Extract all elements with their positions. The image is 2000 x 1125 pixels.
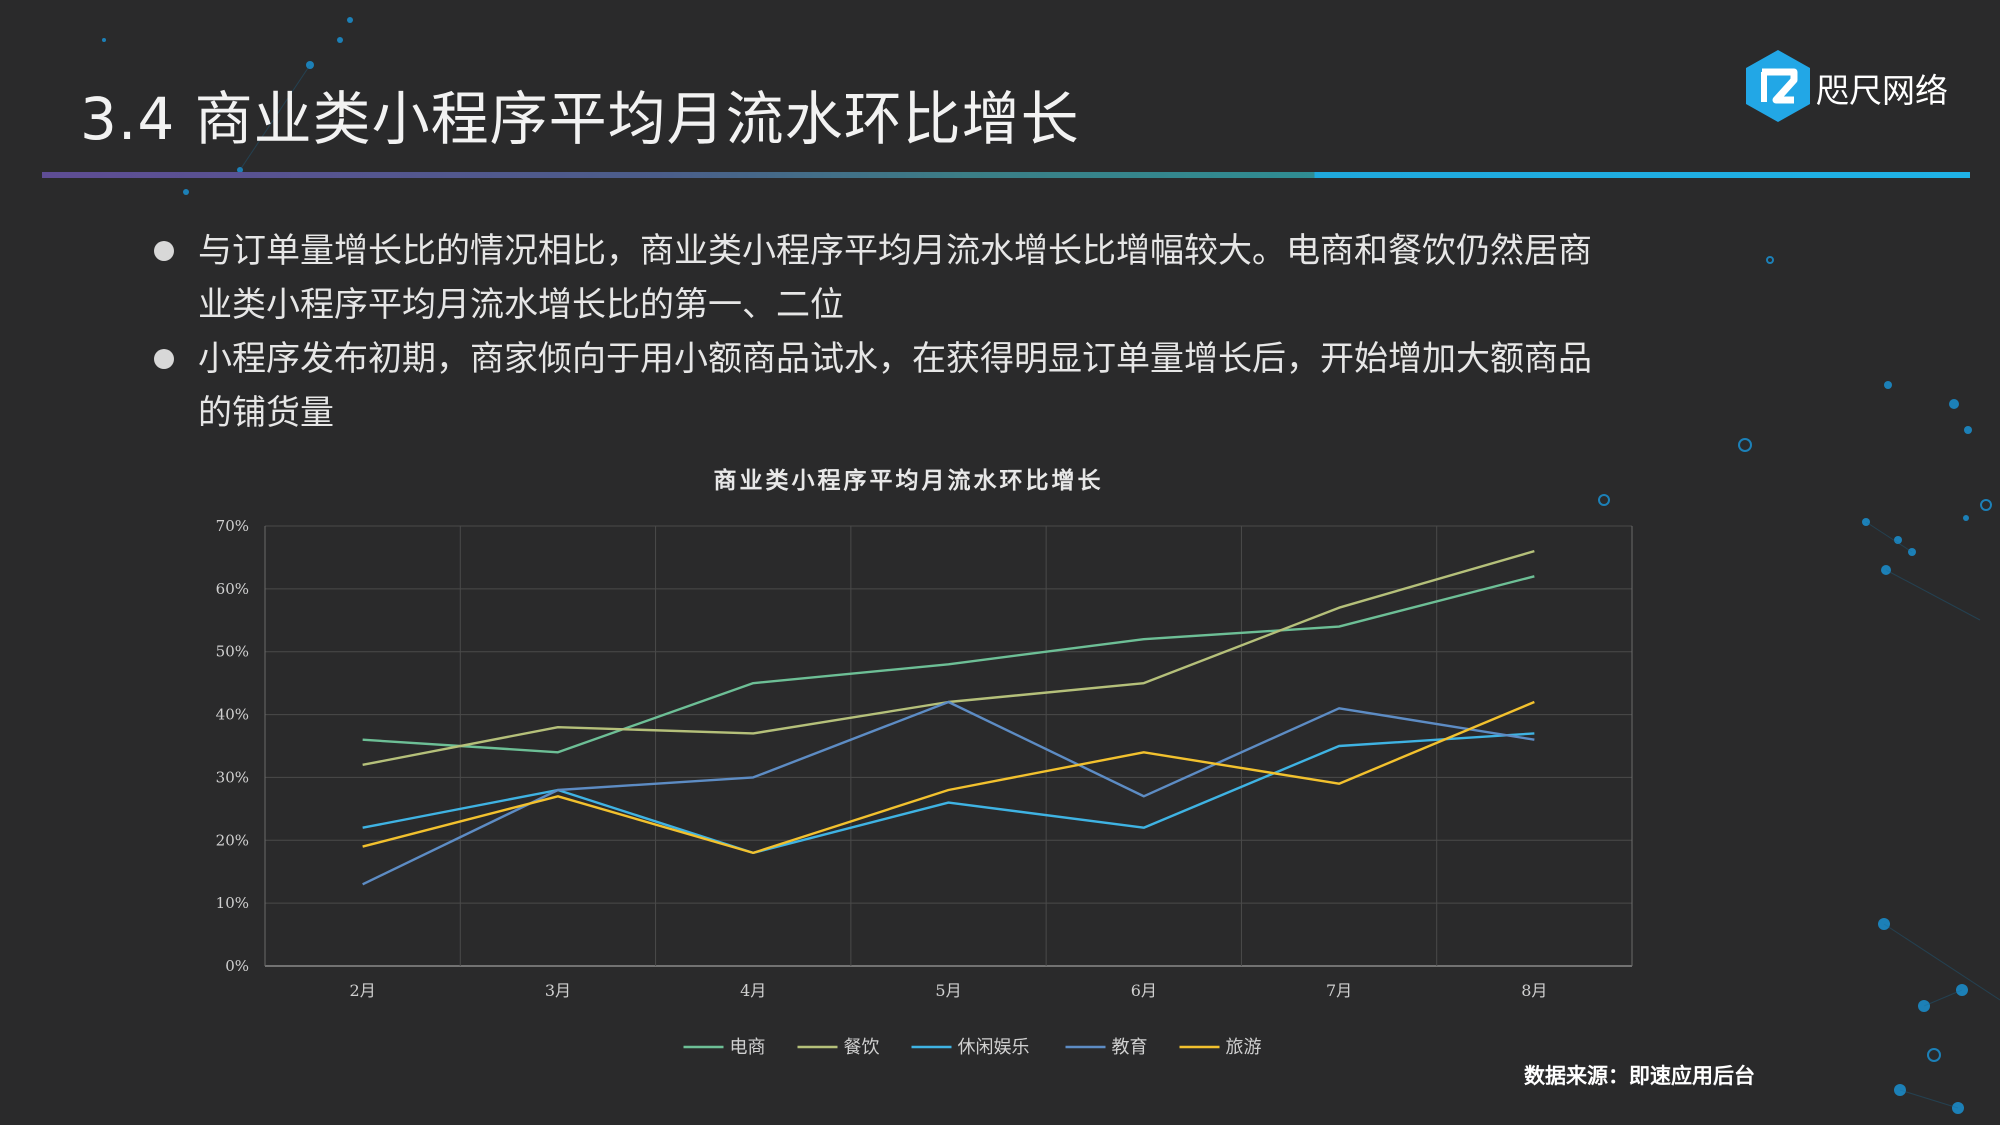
y-tick-label: 0% — [225, 957, 249, 975]
bullet-list: 与订单量增长比的情况相比，商业类小程序平均月流水增长比增幅较大。电商和餐饮仍然居… — [148, 224, 1608, 440]
bullet-item: 小程序发布初期，商家倾向于用小额商品试水，在获得明显订单量增长后，开始增加大额商… — [148, 332, 1608, 440]
legend-label: 休闲娱乐 — [958, 1037, 1030, 1058]
y-tick-label: 40% — [216, 706, 249, 724]
legend-label: 电商 — [730, 1037, 766, 1058]
x-tick-label: 8月 — [1521, 981, 1547, 1000]
logo-hexagon-icon — [1746, 50, 1810, 122]
chart-title: 商业类小程序平均月流水环比增长 — [714, 467, 1104, 494]
x-tick-label: 7月 — [1326, 981, 1352, 1000]
x-tick-label: 5月 — [935, 981, 961, 1000]
data-source-note: 数据来源：即速应用后台 — [1524, 1064, 1755, 1088]
bullet-item: 与订单量增长比的情况相比，商业类小程序平均月流水增长比增幅较大。电商和餐饮仍然居… — [148, 224, 1608, 332]
bullet-text: 小程序发布初期，商家倾向于用小额商品试水，在获得明显订单量增长后，开始增加大额商… — [198, 339, 1592, 433]
x-tick-label: 3月 — [545, 981, 571, 1000]
title-divider — [42, 172, 1970, 178]
logo-text: 咫尺网络 — [1816, 71, 1948, 110]
legend-label: 旅游 — [1226, 1037, 1262, 1058]
y-tick-label: 70% — [216, 517, 249, 535]
bullet-dot-icon — [154, 349, 174, 369]
x-tick-label: 2月 — [350, 981, 376, 1000]
bullet-text: 与订单量增长比的情况相比，商业类小程序平均月流水增长比增幅较大。电商和餐饮仍然居… — [198, 231, 1592, 325]
series-line — [362, 549, 1535, 767]
y-tick-label: 10% — [216, 894, 249, 912]
company-logo — [1746, 50, 1810, 122]
legend-label: 餐饮 — [844, 1037, 880, 1058]
y-tick-label: 50% — [216, 643, 249, 661]
legend-label: 教育 — [1112, 1037, 1148, 1058]
y-tick-label: 60% — [216, 580, 249, 598]
x-tick-label: 4月 — [740, 981, 766, 1000]
y-tick-label: 20% — [216, 831, 249, 849]
bullet-dot-icon — [154, 241, 174, 261]
x-tick-label: 6月 — [1131, 981, 1157, 1000]
y-tick-label: 30% — [216, 768, 249, 786]
slide-title: 3.4 商业类小程序平均月流水环比增长 — [80, 85, 1080, 153]
